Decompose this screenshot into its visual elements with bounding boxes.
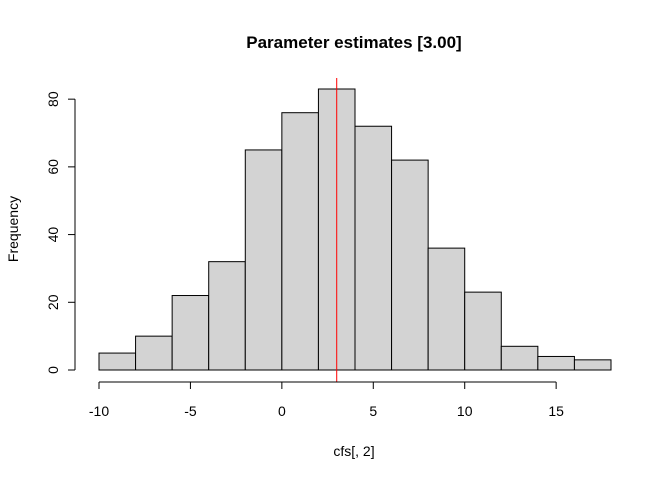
histogram-bar xyxy=(464,291,502,371)
y-axis: 0 20 40 60 80 xyxy=(45,91,76,374)
x-tick-label: -10 xyxy=(89,403,109,419)
x-tick-label: 10 xyxy=(457,403,473,419)
y-tick-label: 40 xyxy=(45,227,61,243)
y-tick-label: 0 xyxy=(45,366,61,374)
histogram-bar xyxy=(98,352,137,371)
y-tick-label: 60 xyxy=(45,159,61,175)
histogram-bar xyxy=(208,261,246,371)
histogram-bars xyxy=(98,88,612,371)
x-tick-label: -5 xyxy=(184,403,197,419)
y-tick-label: 80 xyxy=(45,91,61,107)
histogram-bar xyxy=(573,359,612,371)
y-tick-label: 20 xyxy=(45,294,61,310)
histogram-bar xyxy=(135,335,173,371)
y-axis-label: Frequency xyxy=(5,196,21,262)
histogram-bar xyxy=(391,159,429,371)
histogram-bar xyxy=(500,345,539,371)
histogram-bar xyxy=(281,112,319,371)
x-axis: -10 -5 0 5 10 15 xyxy=(89,381,564,419)
x-tick-label: 0 xyxy=(278,403,286,419)
x-tick-label: 15 xyxy=(548,403,564,419)
x-axis-label: cfs[, 2] xyxy=(333,443,374,459)
histogram-bar xyxy=(244,149,283,371)
chart-title: Parameter estimates [3.00] xyxy=(246,33,461,52)
histogram-bar xyxy=(427,247,466,371)
histogram-bar xyxy=(537,355,575,371)
histogram-bar xyxy=(354,125,393,371)
x-tick-label: 5 xyxy=(369,403,377,419)
histogram-bar xyxy=(171,295,210,371)
